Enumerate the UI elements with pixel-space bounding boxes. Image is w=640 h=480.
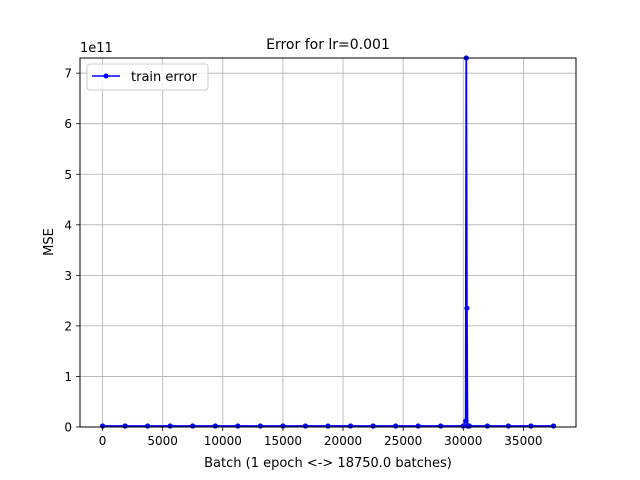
x-axis-ticks: 0 5000 10000 15000 20000 25000 30000 35000 [99,427,542,448]
y-tick-label: 2 [64,319,72,333]
x-tick-label: 10000 [204,434,242,448]
data-point [464,305,470,311]
y-axis-offset-label: 1e11 [80,41,113,56]
x-axis-label: Batch (1 epoch <-> 18750.0 batches) [204,456,452,471]
y-tick-label: 5 [64,168,72,182]
data-point [393,423,399,429]
data-point [325,423,331,429]
data-point [122,423,128,429]
data-point [167,423,173,429]
y-tick-label: 3 [64,269,72,283]
y-tick-label: 1 [64,370,72,384]
legend-box [86,63,209,91]
y-axis-label: MSE [42,228,57,256]
data-point [370,423,376,429]
data-point [438,423,444,429]
data-point [257,423,263,429]
data-point [415,423,421,429]
data-point [484,423,490,429]
data-point [235,423,241,429]
data-point [190,423,196,429]
y-tick-label: 4 [64,218,72,232]
x-tick-label: 25000 [384,434,422,448]
data-point [212,423,218,429]
data-point [145,423,151,429]
y-axis-ticks: 0 1 2 3 4 5 6 7 [64,67,80,435]
legend-marker-swatch [103,73,109,79]
data-point [466,423,472,429]
data-point [463,418,469,424]
axes-frame [79,57,577,428]
data-point [505,423,511,429]
data-point [550,423,557,429]
x-tick-label: 20000 [324,434,362,448]
data-point [302,423,309,429]
data-point [528,423,534,429]
legend-entry-train-error: train error [131,70,198,85]
x-tick-label: 35000 [504,434,542,448]
y-tick-label: 7 [64,67,72,81]
legend: train error [86,63,209,91]
chart-title: Error for lr=0.001 [266,37,390,53]
x-tick-label: 15000 [264,434,302,448]
y-tick-label: 0 [64,421,72,435]
data-point [347,423,354,429]
x-tick-label: 5000 [147,434,178,448]
x-tick-label: 0 [99,434,107,448]
x-tick-label: 30000 [444,434,482,448]
y-tick-label: 6 [64,117,72,131]
